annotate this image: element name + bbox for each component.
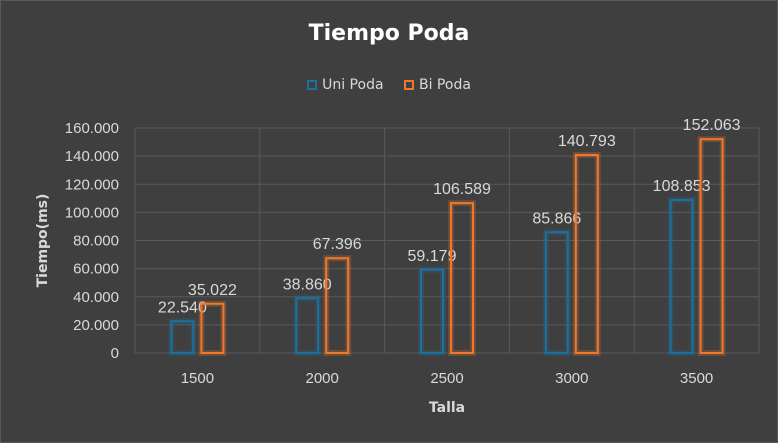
bar-glow [323, 255, 352, 356]
bar-uni-poda [544, 231, 569, 354]
data-label: 108.853 [653, 178, 711, 195]
data-label: 35.022 [188, 282, 237, 299]
y-tick-label: 20.000 [73, 317, 119, 334]
y-tick-label: 40.000 [73, 289, 119, 306]
legend-label-uni-poda: Uni Poda [322, 77, 384, 93]
chart-legend: Uni Poda Bi Poda [1, 77, 777, 94]
bar-glow [418, 266, 446, 357]
y-tick-label: 60.000 [73, 261, 119, 278]
chart-title: Tiempo Poda [308, 21, 470, 46]
bar-uni-poda [295, 297, 320, 354]
data-label: 152.063 [683, 117, 741, 134]
y-tick-label: 160.000 [65, 120, 119, 137]
bar-bi-poda [325, 257, 350, 354]
data-label: 85.866 [532, 210, 581, 227]
data-label: 140.793 [558, 133, 616, 150]
x-tick-label: 3000 [555, 370, 588, 387]
y-tick-label: 100.000 [65, 204, 119, 221]
y-tick-label: 80.000 [73, 233, 119, 250]
y-tick-label: 140.000 [65, 148, 119, 165]
legend-swatch-bi-poda [403, 80, 414, 90]
legend-item-uni-poda: Uni Poda [307, 77, 384, 93]
x-axis-title: Talla [429, 400, 465, 416]
x-tick-label: 3500 [680, 370, 713, 387]
data-label: 38.860 [283, 276, 332, 293]
y-tick-label: 0 [111, 345, 119, 362]
y-tick-label: 120.000 [65, 176, 119, 193]
bar-bi-poda [699, 138, 724, 354]
legend-item-bi-poda: Bi Poda [403, 77, 471, 93]
bar-uni-poda [669, 198, 694, 354]
bar-bi-poda [200, 302, 225, 354]
data-label: 59.179 [408, 248, 457, 265]
bar-bi-poda [574, 154, 599, 354]
x-tick-label: 2000 [306, 370, 339, 387]
legend-label-bi-poda: Bi Poda [418, 77, 471, 93]
data-label: 106.589 [433, 181, 491, 198]
data-label: 67.396 [313, 236, 362, 253]
bar-glow [168, 318, 197, 357]
bar-glow [293, 295, 322, 356]
y-axis-title: Tiempo(ms) [35, 194, 51, 288]
bar-uni-poda [170, 320, 195, 355]
bar-glow [542, 229, 571, 356]
x-tick-label: 2500 [430, 370, 463, 387]
bar-glow [697, 136, 726, 356]
legend-swatch-uni-poda [307, 80, 318, 90]
bar-bi-poda [450, 202, 474, 354]
data-label: 22.540 [158, 299, 207, 316]
bar-glow [667, 196, 696, 356]
bar-glow [448, 200, 476, 356]
bar-uni-poda [420, 268, 444, 355]
x-tick-label: 1500 [181, 370, 214, 387]
